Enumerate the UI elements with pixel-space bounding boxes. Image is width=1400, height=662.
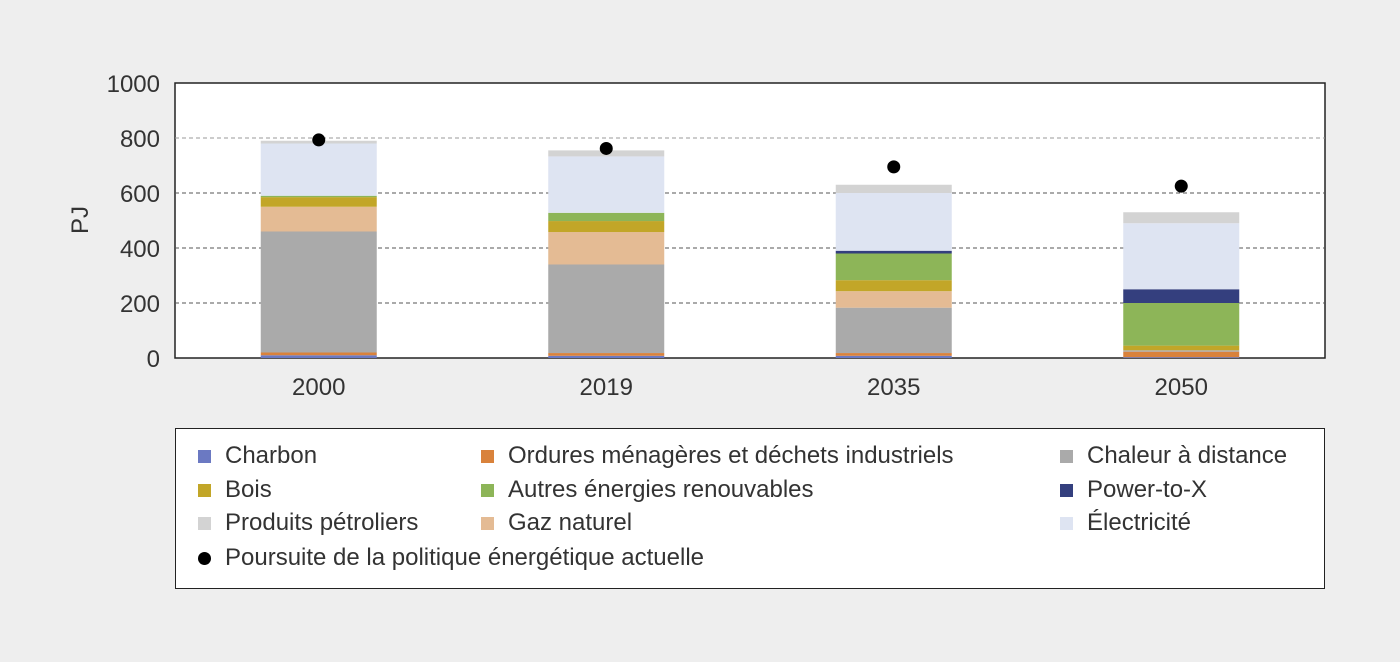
legend-item: Chaleur à distance [1060, 442, 1287, 470]
legend-label: Power-to-X [1087, 476, 1208, 503]
bar-segment [1123, 350, 1240, 352]
bar-segment [1123, 212, 1240, 224]
bar-segment [260, 206, 377, 232]
legend-label: Bois [225, 476, 272, 503]
bar-segment [548, 264, 665, 354]
bar-segment [835, 307, 952, 354]
legend-item: Bois [198, 476, 272, 504]
legend-label: Ordures ménagères et déchets industriels [508, 442, 954, 469]
bar-segment [835, 353, 952, 356]
bar-segment [548, 156, 665, 213]
y-axis-ticks: 0 200 400 600 800 1000 [107, 71, 160, 373]
y-tick-label: 800 [120, 126, 160, 153]
legend-swatch [1060, 483, 1073, 497]
x-tick-label: 2019 [580, 374, 633, 401]
legend-item: Power-to-X [1060, 476, 1207, 504]
legend-item: Autres énergies renouvables [481, 476, 814, 504]
bar-segment [548, 232, 665, 265]
bar-segment [548, 353, 665, 356]
y-tick-label: 600 [120, 181, 160, 208]
x-tick-label: 2050 [1155, 374, 1208, 401]
bar-segment [835, 253, 952, 281]
legend-swatch [198, 516, 211, 530]
legend-label: Électricité [1087, 509, 1192, 536]
x-axis-ticks: 2000 2019 2035 2050 [292, 374, 1208, 401]
legend-label: Gaz naturel [508, 509, 633, 536]
bar-segment [260, 197, 377, 207]
legend-swatch [481, 449, 494, 463]
legend-item: Gaz naturel [481, 509, 632, 537]
y-tick-label: 1000 [107, 71, 160, 98]
bar-segment [548, 212, 665, 222]
legend: Charbon Ordures ménagères et déchets indu… [175, 428, 1325, 589]
policy-marker [1174, 179, 1188, 193]
y-tick-label: 0 [147, 346, 160, 373]
legend-swatch [1060, 449, 1073, 463]
bar-segment [548, 355, 665, 358]
bar-segment [1123, 357, 1240, 358]
legend-item: Produits pétroliers [198, 509, 418, 537]
bar-segment [1123, 303, 1240, 346]
bar-segment [1123, 345, 1240, 351]
legend-item: Poursuite de la politique énergétique ac… [198, 544, 704, 572]
y-axis-label: PJ [67, 206, 94, 234]
legend-item: Ordures ménagères et déchets industriels [481, 442, 954, 470]
legend-item: Électricité [1060, 509, 1191, 537]
bar-segment [548, 221, 665, 233]
legend-swatch [198, 449, 211, 463]
bar-segment [835, 280, 952, 292]
legend-swatch [481, 516, 494, 530]
legend-label: Chaleur à distance [1087, 442, 1288, 469]
policy-marker [887, 160, 901, 174]
legend-label: Autres énergies renouvables [508, 476, 814, 503]
x-tick-label: 2000 [292, 374, 345, 401]
legend-label: Poursuite de la politique énergétique ac… [225, 544, 705, 571]
legend-swatch [481, 483, 494, 497]
bar-segment [260, 352, 377, 356]
x-tick-label: 2035 [867, 374, 920, 401]
legend-item: Charbon [198, 442, 317, 470]
bar-segment [260, 355, 377, 358]
bar-segment [835, 355, 952, 358]
bar-segment [835, 291, 952, 308]
policy-marker [599, 141, 613, 155]
bars [260, 140, 1240, 358]
policy-markers [312, 133, 1188, 193]
legend-label: Charbon [225, 442, 318, 469]
stacked-bar-chart: 0 200 400 600 800 1000 2000 2019 2035 2050 PJ [67, 71, 1326, 401]
y-tick-label: 400 [120, 236, 160, 263]
bar-segment [260, 143, 377, 196]
bar-segment [835, 193, 952, 251]
bar-segment [1123, 351, 1240, 358]
y-tick-label: 200 [120, 291, 160, 318]
bar-segment [1123, 289, 1240, 303]
legend-swatch [1060, 516, 1073, 530]
bar-segment [1123, 223, 1240, 290]
bar-segment [835, 250, 952, 254]
bar-segment [835, 184, 952, 193]
bar-segment [260, 231, 377, 353]
bar-segment [260, 195, 377, 198]
legend-dot-icon [198, 551, 211, 565]
policy-marker [312, 133, 326, 147]
legend-swatch [198, 483, 211, 497]
legend-label: Produits pétroliers [225, 509, 419, 536]
